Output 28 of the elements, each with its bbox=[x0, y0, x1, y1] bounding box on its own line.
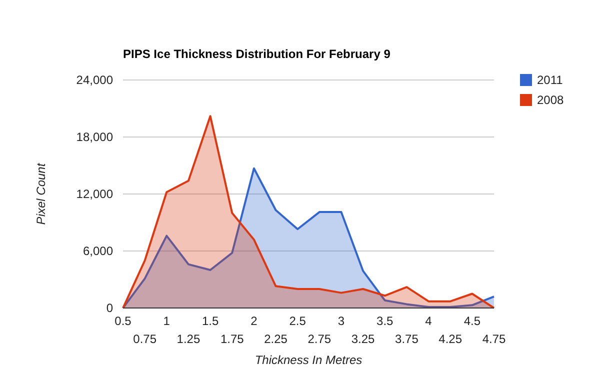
x-tick-label: 4.75 bbox=[482, 332, 506, 346]
chart-title: PIPS Ice Thickness Distribution For February 9 bbox=[123, 47, 391, 61]
x-tick-label: 0.5 bbox=[114, 314, 132, 328]
x-tick-label: 1.25 bbox=[176, 332, 200, 346]
y-tick-label: 12,000 bbox=[76, 187, 114, 201]
x-tick-label: 3.75 bbox=[395, 332, 419, 346]
x-tick-label: 3 bbox=[338, 314, 345, 328]
x-tick-label: 0.75 bbox=[133, 332, 157, 346]
y-tick-label: 18,000 bbox=[76, 130, 114, 144]
x-tick-label: 4.5 bbox=[464, 314, 481, 328]
x-tick-label: 1.5 bbox=[202, 314, 219, 328]
legend-label: 2008 bbox=[537, 93, 564, 107]
x-tick-label: 2.5 bbox=[289, 314, 306, 328]
legend-label: 2011 bbox=[537, 73, 564, 87]
x-tick-label: 3.5 bbox=[376, 314, 394, 328]
y-tick-label: 6,000 bbox=[82, 244, 114, 258]
x-tick-label: 4 bbox=[425, 314, 432, 328]
x-axis-title: Thickness In Metres bbox=[254, 353, 362, 367]
y-tick-label: 24,000 bbox=[76, 73, 114, 87]
x-tick-label: 1 bbox=[163, 314, 170, 328]
y-axis-title: Pixel Count bbox=[34, 162, 48, 225]
x-tick-label: 2 bbox=[250, 314, 258, 328]
x-tick-label: 2.25 bbox=[264, 332, 288, 346]
x-tick-label: 3.25 bbox=[351, 332, 376, 346]
x-tick-label: 4.25 bbox=[438, 332, 462, 346]
y-tick-label: 0 bbox=[106, 301, 114, 315]
x-tick-label: 1.75 bbox=[220, 332, 244, 346]
x-tick-label: 2.75 bbox=[308, 332, 332, 346]
